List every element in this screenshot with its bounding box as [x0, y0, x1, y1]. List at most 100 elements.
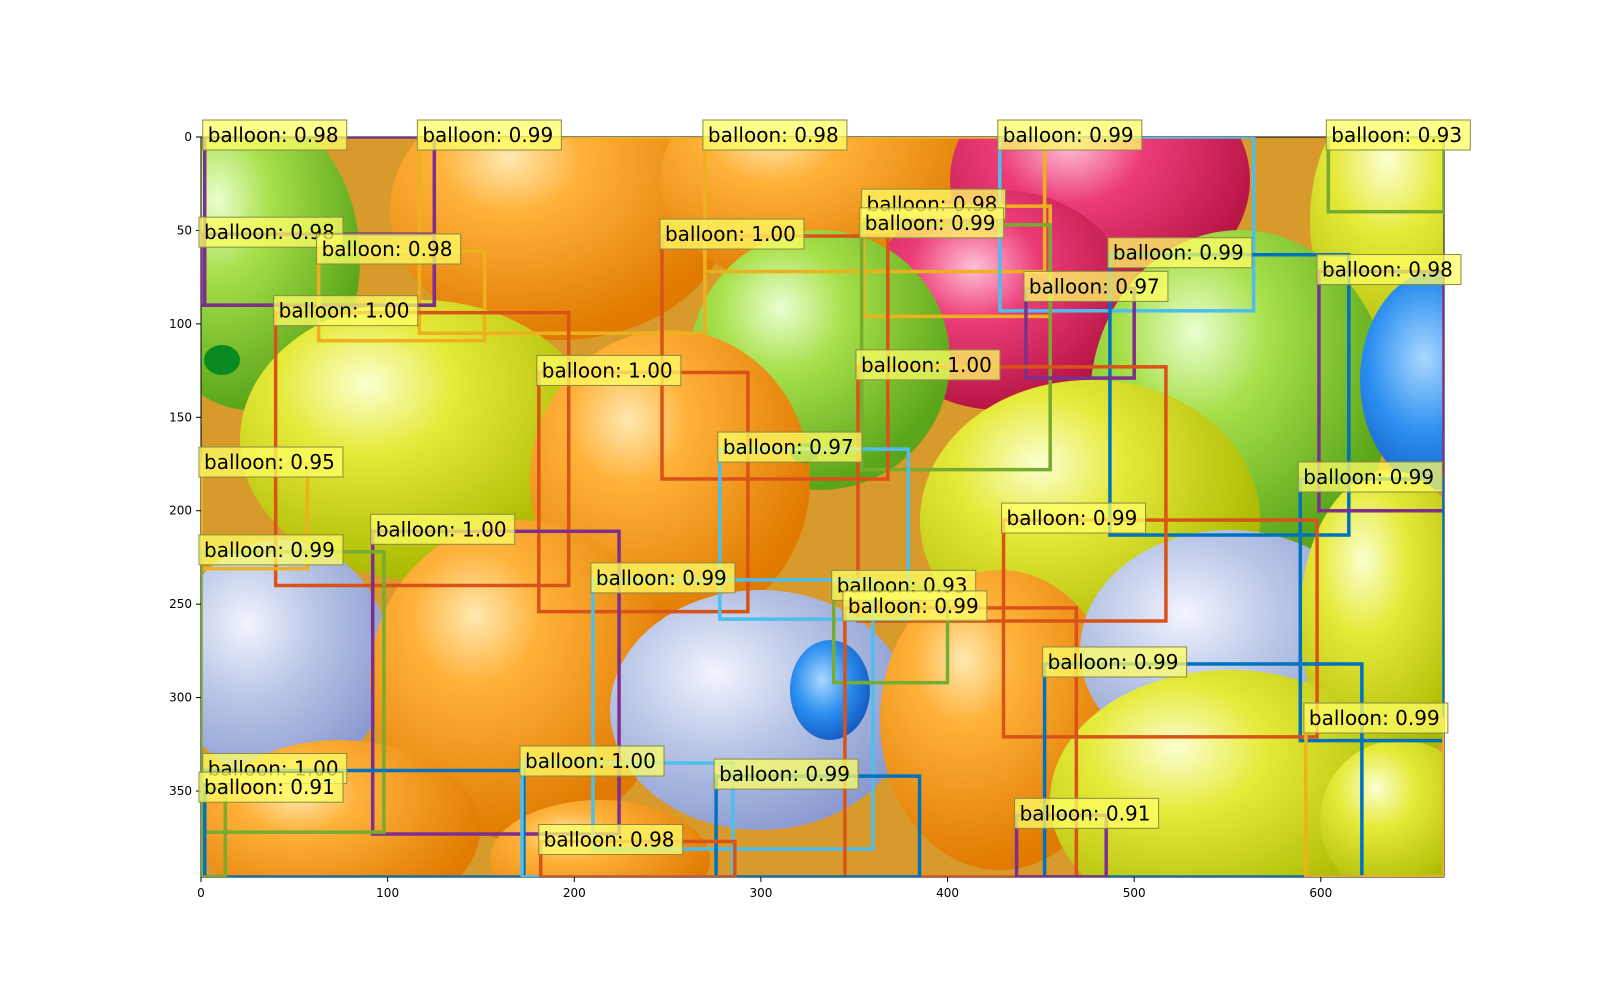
- detection-label: balloon: 0.99: [997, 119, 1143, 151]
- detection-box: [1326, 137, 1444, 214]
- detection-label-bg: [519, 745, 665, 777]
- detection-label-text: balloon: 1.00: [542, 358, 673, 382]
- detection-box: [202, 768, 526, 877]
- detection-label-text: balloon: 1.00: [525, 749, 656, 773]
- detection-label-text: balloon: 0.99: [719, 762, 850, 786]
- detection-label-bg: [1023, 270, 1169, 302]
- detection-label: balloon: 1.00: [273, 295, 419, 327]
- detection-label: balloon: 0.97: [717, 431, 863, 463]
- detection-label: balloon: 0.97: [1023, 270, 1169, 302]
- detection-label-text: balloon: 0.97: [723, 435, 854, 459]
- detection-label: balloon: 1.00: [370, 513, 516, 545]
- detection-label-bg: [1303, 702, 1449, 734]
- detection-label-text: balloon: 0.99: [204, 538, 335, 562]
- detection-label-text: balloon: 0.98: [708, 123, 839, 147]
- detection-label: balloon: 0.91: [198, 771, 344, 803]
- x-tick-label: 200: [563, 886, 586, 900]
- detection-label: balloon: 1.00: [519, 745, 665, 777]
- detection-label: balloon: 0.91: [1014, 797, 1160, 829]
- detection-label-text: balloon: 0.99: [1048, 650, 1179, 674]
- detection-box: [1001, 518, 1319, 739]
- detection-label: balloon: 0.99: [842, 590, 988, 622]
- detection-label-bg: [717, 431, 863, 463]
- detection-label-text: balloon: 0.99: [848, 594, 979, 618]
- detection-label-text: balloon: 0.99: [1007, 506, 1138, 530]
- detection-label-bg: [316, 233, 462, 265]
- detection-label-bg: [273, 295, 419, 327]
- detection-label-text: balloon: 1.00: [376, 517, 507, 541]
- detection-label-bg: [842, 590, 988, 622]
- detection-label-text: balloon: 0.99: [422, 123, 553, 147]
- detection-label: balloon: 0.99: [1297, 461, 1443, 493]
- y-tick-label: 250: [169, 597, 192, 611]
- detection-box: [703, 137, 1047, 274]
- y-tick-label: 300: [169, 691, 192, 705]
- detection-label-text: balloon: 0.93: [1331, 123, 1462, 147]
- detection-label-bg: [1107, 237, 1253, 269]
- detection-label-bg: [855, 349, 1001, 381]
- detection-label-bg: [370, 513, 516, 545]
- detection-label: balloon: 0.95: [198, 446, 344, 478]
- detection-label: balloon: 0.99: [198, 534, 344, 566]
- detection-label-bg: [1297, 461, 1443, 493]
- detection-label-text: balloon: 0.99: [865, 211, 996, 235]
- detection-label: balloon: 0.99: [1303, 702, 1449, 734]
- detection-label-text: balloon: 0.97: [1029, 274, 1160, 298]
- detection-label-bg: [198, 771, 344, 803]
- detection-label-text: balloon: 0.98: [204, 220, 335, 244]
- y-tick-label: 150: [169, 410, 192, 424]
- y-tick-label: 200: [169, 504, 192, 518]
- detection-label: balloon: 1.00: [536, 354, 682, 386]
- detection-label: balloon: 0.99: [590, 562, 736, 594]
- detection-label: balloon: 0.99: [1042, 646, 1188, 678]
- x-tick-label: 0: [197, 886, 205, 900]
- x-tick-label: 300: [749, 886, 772, 900]
- detection-label: balloon: 0.98: [202, 119, 348, 151]
- x-tick-label: 500: [1123, 886, 1146, 900]
- detection-label-text: balloon: 0.99: [596, 566, 727, 590]
- y-tick-label: 50: [177, 223, 192, 237]
- balloon-photo: [201, 137, 1444, 877]
- detection-label-text: balloon: 0.98: [322, 237, 453, 261]
- detection-label-text: balloon: 0.99: [1113, 241, 1244, 265]
- detection-label-text: balloon: 1.00: [861, 353, 992, 377]
- detection-label: balloon: 0.98: [538, 823, 684, 855]
- detection-label-bg: [416, 119, 562, 151]
- detection-label-bg: [702, 119, 848, 151]
- y-tick-label: 350: [169, 784, 192, 798]
- detection-label: balloon: 0.93: [1325, 119, 1471, 151]
- detection-label: balloon: 0.98: [702, 119, 848, 151]
- detection-label-text: balloon: 1.00: [665, 222, 796, 246]
- detection-label-bg: [1325, 119, 1471, 151]
- x-tick-label: 600: [1309, 886, 1332, 900]
- detection-label: balloon: 0.99: [859, 207, 1005, 239]
- detection-box: [1042, 662, 1364, 877]
- detection-label: balloon: 0.98: [316, 233, 462, 265]
- detection-box: [856, 365, 1168, 623]
- detection-label-bg: [590, 562, 736, 594]
- detection-label-text: balloon: 0.98: [208, 123, 339, 147]
- detection-label-text: balloon: 0.99: [1003, 123, 1134, 147]
- y-tick-label: 0: [184, 130, 192, 144]
- detection-label: balloon: 1.00: [659, 218, 805, 250]
- detection-label-bg: [659, 218, 805, 250]
- detection-label-text: balloon: 0.98: [544, 827, 675, 851]
- detection-label-bg: [1001, 502, 1147, 534]
- detection-label-bg: [1316, 254, 1462, 286]
- detection-label-bg: [198, 534, 344, 566]
- detection-label-bg: [536, 354, 682, 386]
- detection-label-text: balloon: 0.99: [1309, 706, 1440, 730]
- detection-label: balloon: 0.98: [198, 216, 344, 248]
- detection-label-text: balloon: 0.91: [204, 775, 335, 799]
- x-tick-label: 400: [936, 886, 959, 900]
- detection-label-text: balloon: 1.00: [279, 299, 410, 323]
- detection-label-text: balloon: 0.91: [1020, 801, 1151, 825]
- detection-label-bg: [1014, 797, 1160, 829]
- detection-label-text: balloon: 0.98: [1322, 258, 1453, 282]
- detection-label-bg: [859, 207, 1005, 239]
- detection-label: balloon: 1.00: [855, 349, 1001, 381]
- axis-ticks: 0 100 200 300 400 500 600 0 50 100 150 200 250 300 350: [169, 130, 1332, 900]
- detection-label: balloon: 0.99: [713, 758, 859, 790]
- detection-labels: balloon: 0.98 balloon: 0.99 balloon: 0.98 b…: [198, 119, 1471, 855]
